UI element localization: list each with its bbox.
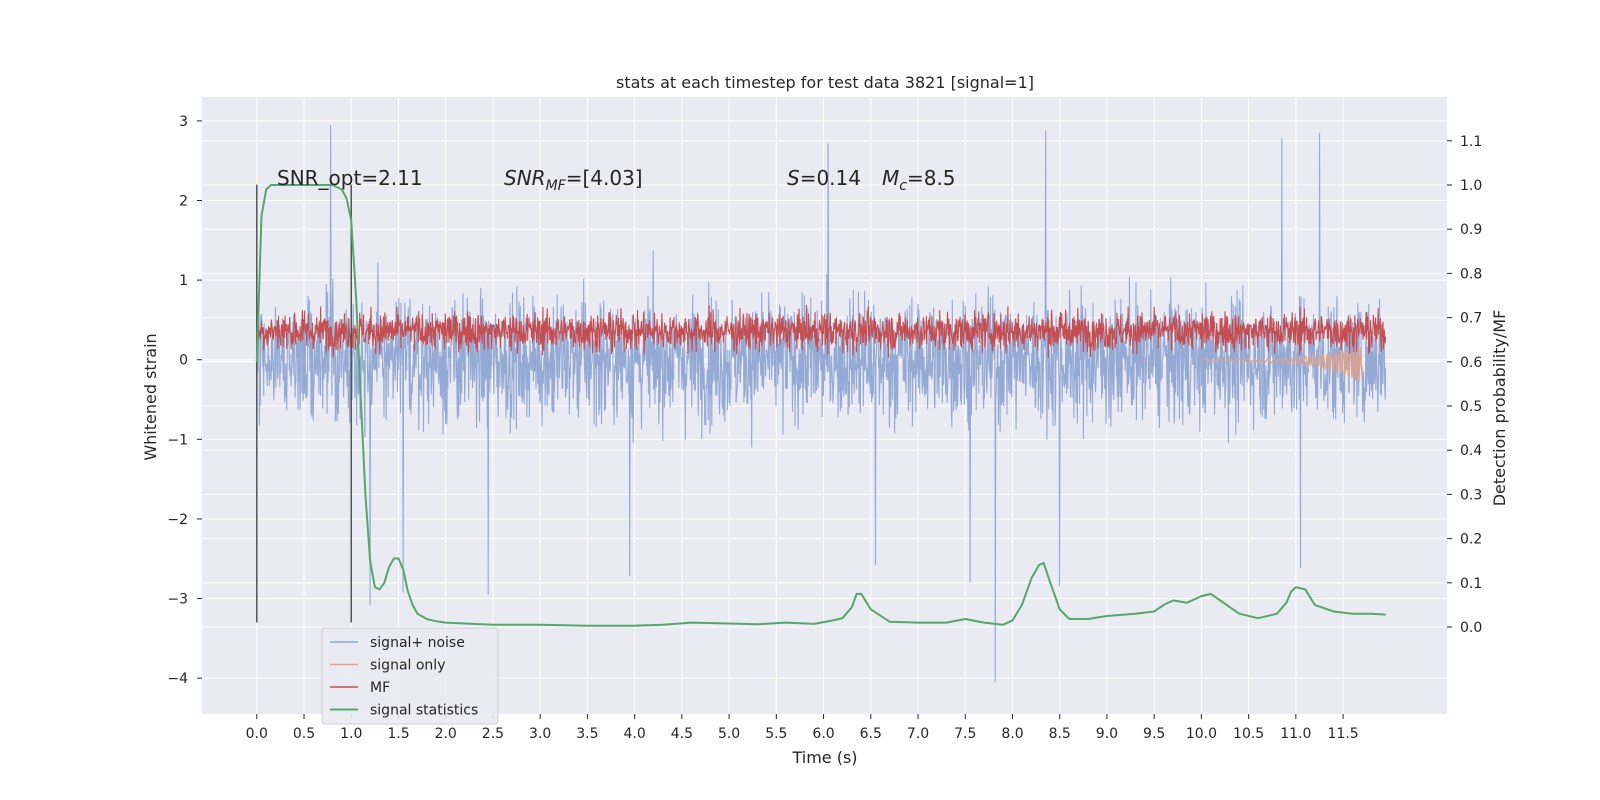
y2-axis-ticks: 1.1 1.0 0.9 0.8 0.7 0.6 0.5 0.4 0.3 0.2 0.1 0.0 — [1447, 134, 1482, 636]
x-tick-label: 2.5 — [482, 726, 504, 742]
x-tick-label: 4.0 — [623, 726, 645, 742]
x-tick-label: 5.0 — [718, 726, 740, 742]
series-signal-only — [1201, 348, 1363, 382]
y2-tick-label: 0.8 — [1460, 266, 1482, 282]
y2-tick-label: 0.0 — [1460, 620, 1482, 636]
x-tick-label: 2.0 — [435, 726, 457, 742]
annotation-s: S=0.14 — [787, 166, 861, 190]
x-tick-label: 4.5 — [671, 726, 693, 742]
x-tick-label: 6.5 — [860, 726, 882, 742]
annotation-mc: Mc=8.5 — [882, 166, 956, 194]
x-tick-label: 0.5 — [293, 726, 315, 742]
vertical-lines — [256, 184, 352, 623]
x-tick-label: 8.5 — [1049, 726, 1071, 742]
series-signal-noise — [256, 124, 1387, 683]
x-tick-label: 8.0 — [1001, 726, 1023, 742]
x-tick-label: 10.0 — [1186, 726, 1217, 742]
x-tick-label: 11.5 — [1328, 726, 1359, 742]
legend-label: signal statistics — [370, 703, 478, 719]
legend-label: signal only — [370, 658, 445, 674]
legend-label: MF — [370, 680, 390, 696]
y2-axis-label: Detection probability/MF — [1490, 310, 1509, 507]
chart-title: stats at each timestep for test data 382… — [616, 73, 1034, 92]
x-tick-label: 9.5 — [1143, 726, 1165, 742]
x-tick-label: 1.0 — [340, 726, 362, 742]
x-tick-label: 0.0 — [246, 726, 268, 742]
y-axis-ticks: 3 2 1 0 −1 −2 −3 −4 — [167, 114, 202, 687]
annotation-snr-mf: SNRMF=[4.03] — [504, 166, 643, 194]
series-line-mf — [256, 304, 1387, 358]
x-axis-label: Time (s) — [791, 748, 857, 767]
x-tick-label: 10.5 — [1233, 726, 1264, 742]
y-tick-label: 1 — [179, 273, 188, 289]
x-tick-label: 7.5 — [954, 726, 976, 742]
x-tick-label: 3.0 — [529, 726, 551, 742]
annotation-snr-opt: SNR_opt=2.11 — [277, 166, 423, 190]
legend: signal+ noise signal only MF signal statist… — [321, 627, 499, 725]
x-tick-label: 5.5 — [765, 726, 787, 742]
series-mf — [256, 304, 1387, 358]
y2-tick-label: 0.2 — [1460, 532, 1482, 548]
y2-tick-label: 0.3 — [1460, 487, 1482, 503]
legend-label: signal+ noise — [370, 635, 465, 651]
y-tick-label: −1 — [167, 432, 188, 448]
annotations: SNR_opt=2.11 SNRMF=[4.03] S=0.14 Mc=8.5 — [277, 166, 956, 194]
y2-tick-label: 0.9 — [1460, 222, 1482, 238]
y-tick-label: −4 — [167, 671, 188, 687]
y-tick-label: −2 — [167, 512, 188, 528]
y2-tick-label: 0.7 — [1460, 311, 1482, 327]
y2-tick-label: 1.0 — [1460, 178, 1482, 194]
y-tick-label: 0 — [179, 353, 188, 369]
y-tick-label: 3 — [179, 114, 188, 130]
series-signal-statistics — [255, 184, 1386, 627]
x-tick-label: 6.0 — [812, 726, 834, 742]
y-axis-label: Whitened strain — [141, 333, 160, 460]
y2-tick-label: 0.6 — [1460, 355, 1482, 371]
y-tick-label: 2 — [179, 193, 188, 209]
y2-tick-label: 0.4 — [1460, 443, 1482, 459]
x-axis-ticks: 0.0 0.5 1.0 1.5 2.0 2.5 3.0 3.5 4.0 4.5 5.0 5.5 6.0 6… — [246, 714, 1359, 742]
series-line-signal-statistics — [255, 184, 1386, 627]
y2-tick-label: 0.5 — [1460, 399, 1482, 415]
series-line-signal-only — [1201, 348, 1363, 382]
legend-box — [321, 627, 499, 725]
x-tick-label: 9.0 — [1096, 726, 1118, 742]
y2-tick-label: 1.1 — [1460, 134, 1482, 150]
y-tick-label: −3 — [167, 592, 188, 608]
x-tick-label: 3.5 — [576, 726, 598, 742]
x-tick-label: 1.5 — [387, 726, 409, 742]
series-line-signal-noise — [256, 124, 1387, 683]
y2-tick-label: 0.1 — [1460, 576, 1482, 592]
x-tick-label: 7.0 — [907, 726, 929, 742]
x-tick-label: 11.0 — [1280, 726, 1311, 742]
